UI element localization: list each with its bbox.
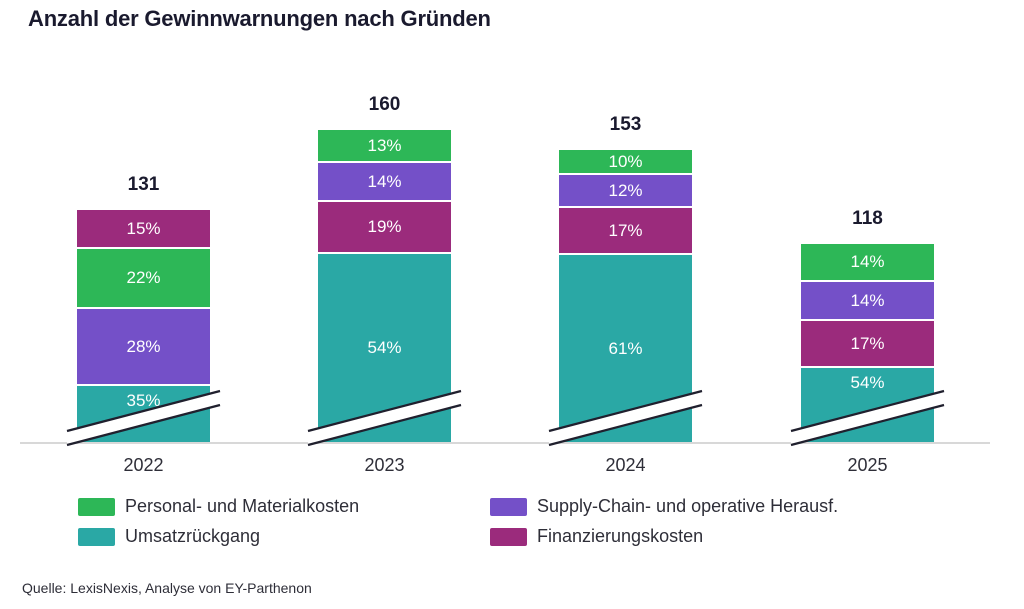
legend-label: Umsatzrückgang <box>125 526 261 546</box>
segment-value-label: 22% <box>126 268 161 287</box>
bar-2022: 35% 28% 22% 15% 131 2022 <box>66 174 221 475</box>
bar-2024: 61% 17% 12% 10% 153 2024 <box>548 114 703 475</box>
axis-break-icon <box>548 389 703 447</box>
bar-2025: 54% 17% 14% 14% 118 2025 <box>790 208 945 475</box>
x-axis-line <box>20 442 990 444</box>
segment-green-2023: 13% <box>318 130 451 163</box>
legend-item-green: Personal- und Materialkosten <box>78 496 359 517</box>
legend-swatch-magenta <box>490 527 527 546</box>
legend-item-purple: Supply-Chain- und operative Herausf. <box>490 496 838 517</box>
axis-break-icon <box>790 389 945 447</box>
segment-purple-2023: 14% <box>318 163 451 202</box>
legend-swatch-teal <box>78 527 115 546</box>
segment-value-label: 14% <box>367 171 402 191</box>
segment-magenta-2023: 19% <box>318 202 451 254</box>
segment-value-label: 10% <box>608 151 643 171</box>
bar-total-label: 131 <box>127 174 160 195</box>
segment-value-label: 28% <box>126 336 161 356</box>
segment-purple-2025: 14% <box>801 282 934 321</box>
legend-item-teal: Umsatzrückgang <box>78 526 359 547</box>
legend-column-right: Supply-Chain- und operative Herausf. Fina… <box>490 496 838 547</box>
legend-item-magenta: Finanzierungskosten <box>490 526 838 547</box>
segment-value-label: 14% <box>850 290 885 310</box>
segment-magenta-2024: 17% <box>559 208 692 255</box>
segment-value-label: 12% <box>608 180 643 200</box>
bar-2023: 54% 19% 14% 13% 160 2023 <box>307 94 462 475</box>
source-note: Quelle: LexisNexis, Analyse von EY-Parth… <box>22 580 312 596</box>
segment-purple-2024: 12% <box>559 175 692 208</box>
segment-green-2025: 14% <box>801 244 934 282</box>
segment-purple-2022: 28% <box>77 309 210 386</box>
legend-label: Personal- und Materialkosten <box>125 496 360 516</box>
segment-value-label: 35% <box>126 391 161 410</box>
x-axis-tick-label: 2023 <box>364 455 405 475</box>
chart-title: Anzahl der Gewinnwarnungen nach Gründen <box>28 6 491 31</box>
segment-magenta-2022: 15% <box>77 210 210 249</box>
legend-label: Finanzierungskosten <box>537 526 704 546</box>
x-axis-tick-label: 2022 <box>123 455 164 475</box>
segment-value-label: 15% <box>126 218 161 238</box>
segment-value-label: 61% <box>608 338 643 358</box>
bar-total-label: 118 <box>852 208 883 229</box>
x-axis-tick-label: 2025 <box>847 455 888 475</box>
segment-value-label: 17% <box>608 220 643 240</box>
segment-value-label: 54% <box>367 338 402 357</box>
segment-value-label: 17% <box>850 333 885 353</box>
legend-swatch-green <box>78 497 115 516</box>
segment-value-label: 54% <box>850 373 885 392</box>
bar-total-label: 160 <box>368 94 401 115</box>
x-axis-tick-label: 2024 <box>605 455 646 475</box>
legend-column-left: Personal- und Materialkosten Umsatzrückga… <box>78 496 359 547</box>
segment-green-2024: 10% <box>559 150 692 175</box>
segment-magenta-2025: 17% <box>801 321 934 368</box>
axis-break-icon <box>307 389 462 447</box>
segment-value-label: 13% <box>367 135 402 155</box>
segment-value-label: 14% <box>850 252 885 271</box>
bar-total-label: 153 <box>609 114 642 135</box>
legend-label: Supply-Chain- und operative Herausf. <box>537 496 839 516</box>
legend-swatch-purple <box>490 497 527 516</box>
segment-green-2022: 22% <box>77 249 210 309</box>
segment-value-label: 19% <box>367 217 402 236</box>
axis-break-icon <box>66 389 221 447</box>
